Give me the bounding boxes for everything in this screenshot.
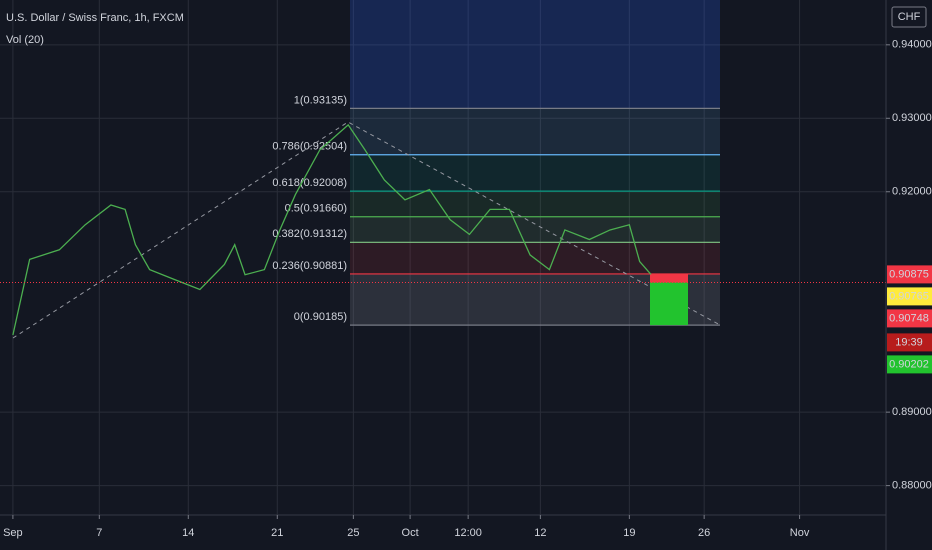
price-tag-label: 0.90748 [889,312,929,324]
fib-zone [350,191,720,217]
y-tick-label: 0.92000 [892,186,932,198]
x-tick-label: 19 [623,527,635,539]
fib-label: 0(0.90185) [294,311,347,323]
x-tick-label: 12 [534,527,546,539]
price-tag [887,287,932,306]
fib-label: 0.236(0.90881) [272,260,347,272]
fib-label: 0.5(0.91660) [285,203,347,215]
x-tick-label: 12:00 [454,527,482,539]
y-tick-label: 0.88000 [892,480,932,492]
x-tick-label: 26 [698,527,710,539]
indicator-label: Vol (20) [6,34,44,46]
fib-label: 0.618(0.92008) [272,177,347,189]
target-zone [350,0,720,109]
x-tick-label: 14 [182,527,194,539]
x-tick-label: Oct [402,527,419,539]
y-tick-label: 0.93000 [892,112,932,124]
fib-label: 1(0.93135) [294,94,347,106]
price-tag [887,309,932,328]
y-tick-label: 0.94000 [892,39,932,51]
fib-label: 0.382(0.91312) [272,228,347,240]
price-line [12,123,652,336]
x-tick-label: Nov [790,527,810,539]
price-tag-label: 0.90202 [889,358,929,370]
x-tick-label: 7 [96,527,102,539]
x-tick-label: 25 [347,527,359,539]
position-risk [650,274,688,283]
currency-box[interactable] [891,6,927,28]
price-tag-label: 19:39 [895,336,923,348]
currency-label[interactable]: CHF [898,11,921,23]
x-tick-label: 21 [271,527,283,539]
fib-zone [350,216,720,243]
position-reward [650,282,688,326]
price-tag [887,265,932,284]
price-tag [887,355,932,374]
chart-title: U.S. Dollar / Swiss Franc, 1h, FXCM [6,12,184,24]
trend-line [12,121,721,339]
fib-zone [350,154,720,192]
x-tick-label: Sep [3,527,23,539]
price-tag-label: 0.90765 [889,290,929,302]
y-tick-label: 0.89000 [892,406,932,418]
price-tag [887,333,932,352]
price-tag-label: 0.90875 [889,268,929,280]
fib-zone [350,108,720,155]
plot-area: 1(0.93135)0.786(0.92504)0.618(0.92008)0.… [0,0,886,515]
